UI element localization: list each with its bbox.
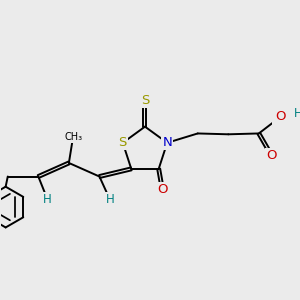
Text: H: H xyxy=(294,106,300,120)
Text: CH₃: CH₃ xyxy=(64,132,82,142)
Text: O: O xyxy=(276,110,286,123)
Text: O: O xyxy=(266,149,277,162)
Text: N: N xyxy=(162,136,172,149)
Text: H: H xyxy=(43,194,52,206)
Text: O: O xyxy=(157,183,168,196)
Text: H: H xyxy=(106,194,114,206)
Text: S: S xyxy=(141,94,149,107)
Text: S: S xyxy=(118,136,127,149)
